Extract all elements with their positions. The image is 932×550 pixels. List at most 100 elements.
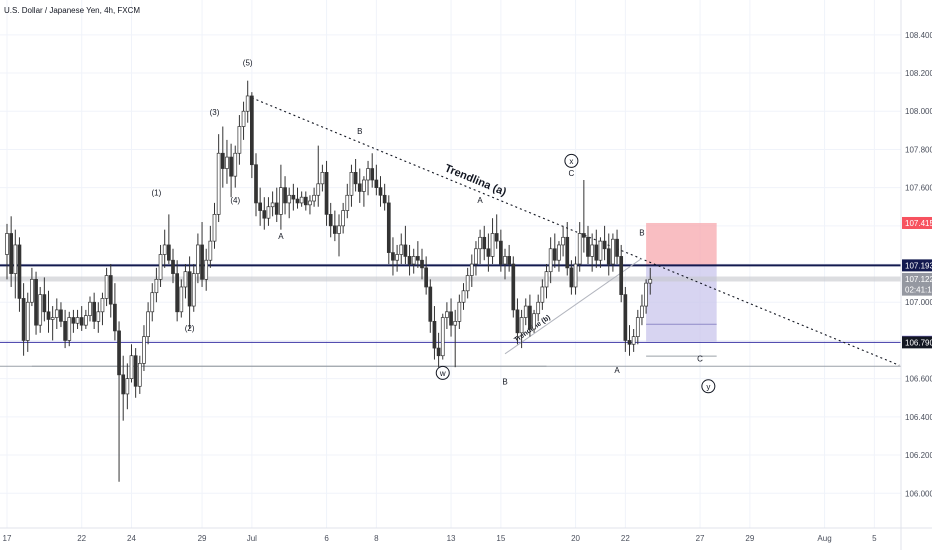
time-axis[interactable]: 17 22 24 29 Jul 6 8 13 15 20 22 27 29 Aug 5 — [3, 534, 878, 543]
candle-body-down — [386, 202, 391, 253]
candle — [121, 355, 126, 421]
candle — [619, 244, 624, 303]
candle-body-down — [333, 225, 337, 234]
candle-body-up — [137, 363, 142, 387]
candle-body-up — [241, 110, 246, 127]
candle — [17, 237, 22, 312]
candle — [436, 332, 441, 368]
candle — [432, 306, 437, 360]
candle-body-down — [416, 256, 420, 261]
candle — [113, 283, 117, 341]
candle-body-down — [420, 259, 424, 269]
candle-body-down — [108, 275, 113, 305]
candle-body-down — [378, 187, 383, 196]
candle-body-down — [357, 183, 362, 192]
candle — [208, 225, 213, 268]
candle — [183, 264, 188, 299]
price-tag-bg — [902, 283, 932, 296]
candle — [337, 214, 341, 257]
candle-body-down — [59, 309, 63, 322]
candle-body-down — [586, 236, 590, 257]
candle — [254, 153, 258, 217]
candle-body-down — [262, 210, 267, 219]
candle — [457, 294, 462, 329]
circled-wave-label: x — [569, 157, 573, 166]
candle-body-up — [316, 183, 321, 196]
candle — [299, 191, 304, 207]
candle-body-up — [453, 320, 458, 326]
candle — [175, 260, 179, 322]
wave-label: (3) — [210, 108, 220, 117]
candle-body-down — [382, 194, 387, 204]
price-tag-text: 107.122 — [905, 275, 932, 284]
candle-body-up — [461, 290, 466, 303]
candle-body-up — [457, 301, 462, 322]
candle-body-down — [623, 294, 628, 341]
candle-body-up — [644, 282, 648, 307]
candle-body-up — [474, 248, 478, 265]
candle — [461, 283, 466, 310]
candle-body-up — [341, 210, 345, 227]
time-tick-label: 6 — [324, 534, 329, 543]
candle-body-down — [71, 317, 76, 324]
candle — [34, 271, 38, 335]
candle-body-up — [75, 317, 80, 324]
candle — [382, 183, 387, 211]
candle — [79, 306, 84, 331]
candle — [54, 298, 59, 329]
candle — [320, 164, 325, 192]
candle-body-down — [220, 152, 225, 169]
candle — [494, 214, 499, 249]
candle-body-down — [494, 233, 499, 242]
candle — [507, 244, 511, 272]
time-tick-label: 8 — [374, 534, 379, 543]
candle — [125, 363, 130, 410]
time-tick-label: 24 — [127, 534, 136, 543]
candle-body-down — [507, 256, 511, 265]
candle-body-down — [374, 179, 379, 188]
candle — [349, 164, 354, 207]
candle — [200, 222, 204, 287]
candle — [482, 225, 487, 261]
price-tags: 107.415107.193107.12202:41:16106.793106.… — [902, 216, 932, 349]
candle-body-up — [312, 194, 316, 202]
trendline-a — [251, 97, 900, 366]
time-tick-label: Aug — [817, 534, 831, 543]
price-tick-label: 107.800 — [905, 145, 932, 154]
wave-label: B — [639, 228, 644, 237]
candle — [416, 241, 420, 268]
trendline-b — [504, 257, 643, 355]
candle — [440, 313, 445, 360]
candle-body-down — [482, 236, 487, 250]
candle-body-down — [167, 244, 171, 261]
candle — [158, 244, 163, 287]
candle-body-up — [519, 317, 524, 334]
time-tick-label: 29 — [198, 534, 207, 543]
short-position-tool[interactable] — [646, 222, 717, 357]
candle — [328, 202, 333, 238]
candle — [137, 355, 142, 394]
candle — [216, 134, 221, 223]
candle-body-up — [557, 244, 561, 261]
candle — [88, 296, 92, 322]
candle-body-down — [250, 95, 254, 166]
candle — [573, 256, 578, 295]
candle — [581, 180, 586, 253]
candle — [59, 302, 63, 328]
price-tag-bg — [902, 272, 932, 285]
price-tick-label: 108.000 — [905, 107, 932, 116]
candle — [428, 279, 433, 333]
candle — [536, 294, 541, 322]
candle-body-down — [486, 248, 491, 257]
candle — [96, 302, 101, 333]
candle — [303, 191, 308, 211]
candle-body-down — [121, 374, 126, 395]
candle — [100, 292, 105, 326]
candle-body-up — [411, 256, 416, 265]
candle-body-up — [279, 187, 283, 215]
candle — [146, 302, 150, 345]
candle-body-down — [34, 278, 38, 326]
candle — [523, 298, 528, 326]
candle — [279, 164, 283, 230]
